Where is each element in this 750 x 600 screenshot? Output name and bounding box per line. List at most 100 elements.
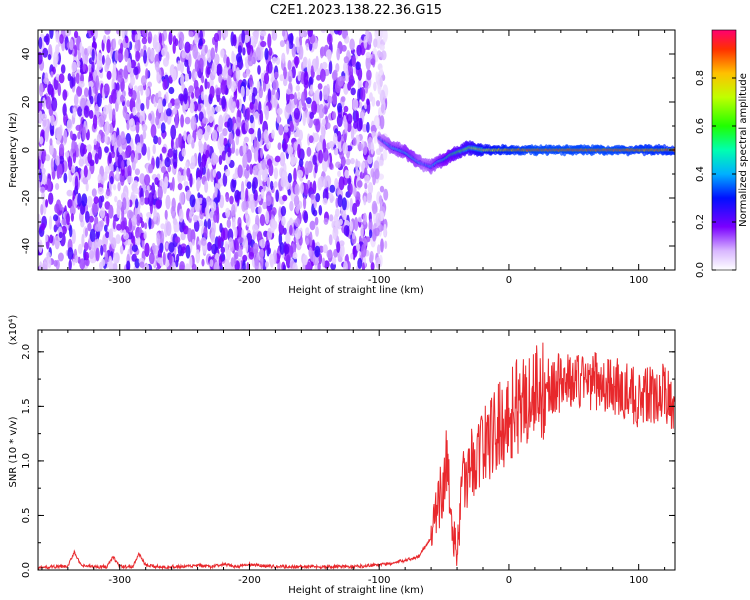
noise-mark [203, 94, 208, 107]
noise-mark [193, 79, 199, 91]
noise-mark [369, 229, 373, 239]
noise-mark [141, 123, 148, 132]
noise-mark [214, 40, 218, 54]
noise-mark [127, 58, 132, 73]
noise-mark [104, 250, 108, 265]
noise-mark [71, 139, 76, 154]
noise-mark [215, 87, 222, 96]
noise-mark [74, 175, 79, 191]
noise-mark [210, 47, 215, 60]
noise-mark [211, 129, 218, 142]
noise-mark [370, 58, 376, 66]
noise-mark [293, 141, 299, 152]
noise-mark [355, 61, 361, 71]
noise-mark [50, 71, 54, 78]
noise-mark [88, 86, 92, 101]
noise-mark [135, 232, 140, 239]
noise-mark [53, 214, 59, 222]
noise-mark [188, 255, 193, 269]
noise-mark [111, 78, 115, 92]
noise-mark [134, 39, 141, 51]
noise-mark [270, 218, 276, 234]
noise-mark [147, 192, 154, 207]
noise-mark [231, 216, 236, 230]
noise-mark [75, 72, 80, 85]
x-tick-label: 100 [629, 575, 648, 586]
noise-mark [294, 227, 301, 240]
noise-mark [133, 66, 139, 76]
noise-mark [231, 50, 235, 64]
noise-mark [116, 90, 122, 105]
noise-mark [360, 86, 366, 102]
chart-title: C2E1.2023.138.22.36.G15 [270, 3, 442, 18]
noise-mark [66, 118, 73, 131]
noise-mark [254, 256, 259, 270]
noise-mark [327, 49, 332, 63]
noise-mark [140, 84, 144, 96]
noise-mark [267, 60, 273, 74]
noise-mark [181, 246, 187, 254]
noise-mark [362, 123, 368, 133]
noise-mark [74, 254, 79, 264]
noise-mark [180, 114, 185, 128]
noise-mark [305, 97, 312, 105]
noise-mark [49, 30, 54, 39]
noise-mark [171, 197, 176, 212]
noise-mark [164, 157, 171, 168]
noise-mark [96, 133, 101, 143]
noise-mark [224, 261, 230, 270]
noise-mark [124, 113, 130, 121]
noise-mark [297, 71, 302, 82]
x-tick-label: -200 [238, 575, 261, 586]
noise-mark [364, 182, 368, 190]
noise-mark [341, 44, 347, 52]
noise-mark [77, 193, 82, 207]
noise-mark [247, 200, 253, 209]
y-tick-label: 2.0 [21, 344, 32, 360]
noise-mark [293, 167, 297, 183]
noise-mark [125, 133, 131, 144]
noise-mark [214, 182, 218, 198]
noise-mark [375, 117, 380, 129]
noise-mark [298, 45, 304, 60]
noise-mark [72, 258, 76, 266]
noise-mark [317, 177, 323, 191]
noise-mark [244, 119, 249, 132]
noise-mark [205, 125, 212, 136]
noise-mark [352, 98, 359, 111]
noise-mark [347, 177, 352, 185]
noise-mark [191, 238, 195, 246]
noise-mark [94, 30, 98, 40]
noise-mark [370, 124, 377, 134]
noise-mark [109, 176, 114, 185]
noise-mark [341, 197, 347, 211]
noise-mark [66, 213, 70, 226]
noise-mark [133, 187, 140, 195]
noise-mark [337, 75, 344, 87]
noise-mark [201, 153, 207, 168]
noise-mark [297, 91, 301, 101]
noise-mark [310, 193, 315, 200]
noise-mark [166, 108, 172, 117]
noise-mark [382, 30, 388, 43]
noise-mark [182, 225, 189, 235]
noise-mark [147, 146, 151, 161]
noise-mark [93, 196, 99, 205]
noise-mark [179, 192, 185, 205]
noise-mark [57, 83, 62, 97]
snr-axes: -300 -200 -100 0 100 0.0 0.5 1.0 1.5 2.0 [21, 330, 675, 586]
noise-mark [243, 34, 250, 44]
noise-mark [357, 257, 363, 269]
noise-mark [224, 168, 231, 177]
noise-mark [211, 61, 217, 76]
noise-mark [172, 107, 178, 115]
noise-mark [318, 253, 323, 265]
noise-mark [147, 47, 152, 59]
noise-mark [246, 149, 252, 163]
noise-mark [140, 221, 145, 228]
noise-mark [211, 243, 218, 255]
noise-mark [337, 170, 341, 177]
noise-mark [45, 33, 50, 46]
noise-mark [194, 59, 200, 72]
noise-mark [201, 197, 207, 209]
